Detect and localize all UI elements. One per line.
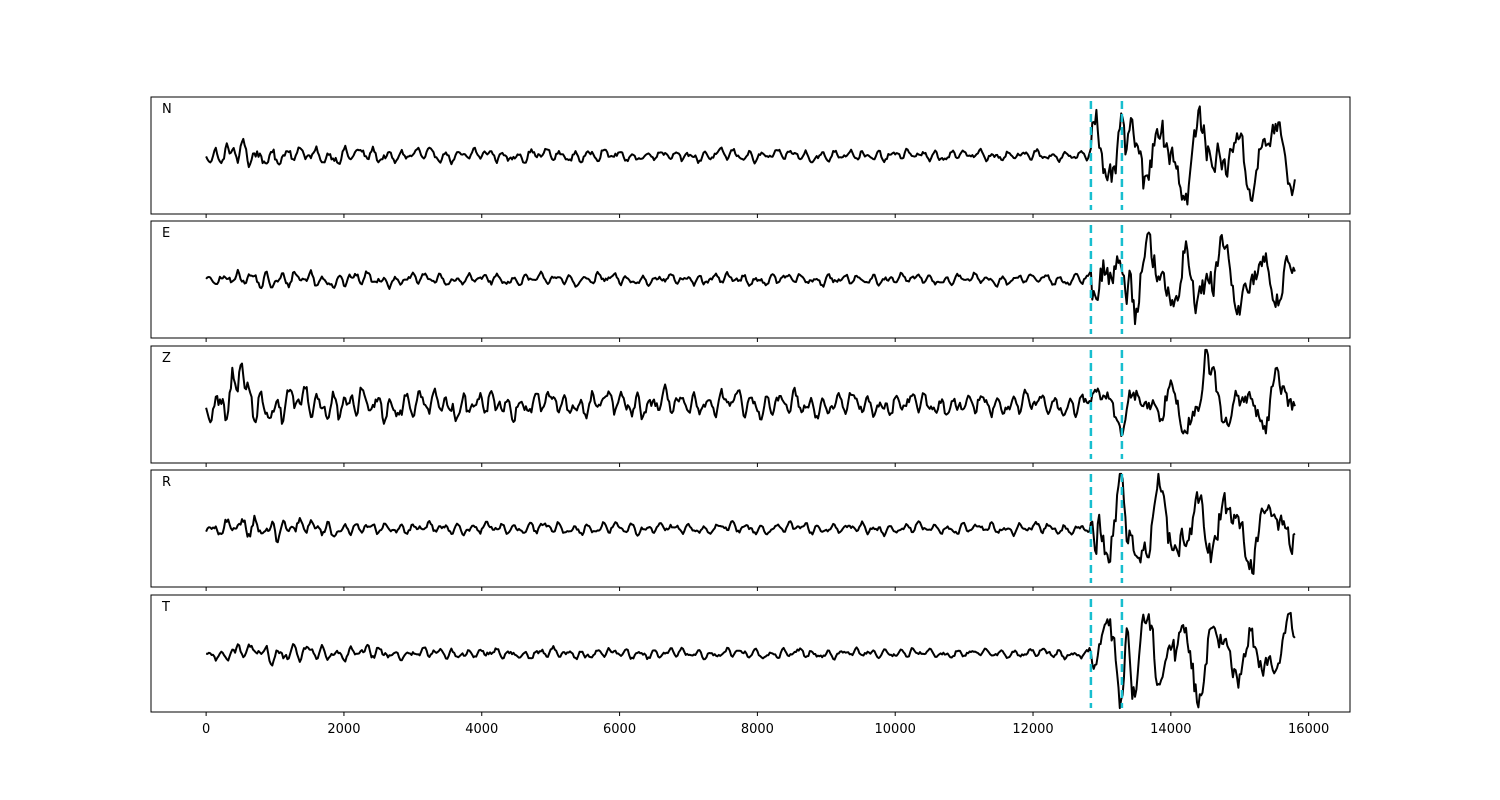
panel-r: R <box>150 469 1351 591</box>
panel-label-e: E <box>162 226 170 241</box>
panel-label-z: Z <box>162 351 171 366</box>
panel-n: N <box>150 96 1351 218</box>
x-tick-label: 8000 <box>741 722 774 737</box>
panel-label-r: R <box>162 475 171 490</box>
x-tick-label: 2000 <box>327 722 360 737</box>
trace-r <box>205 472 1296 575</box>
trace-panels: N E Z R T <box>150 96 1351 716</box>
x-tick-label: 4000 <box>465 722 498 737</box>
panel-frame <box>150 345 1351 464</box>
x-tick-label: 0 <box>202 722 210 737</box>
x-tick-label: 14000 <box>1150 722 1191 737</box>
panel-frame <box>150 469 1351 588</box>
x-tick-label: 10000 <box>875 722 916 737</box>
panel-label-n: N <box>162 102 172 117</box>
panel-e: E <box>150 220 1351 342</box>
panel-frame <box>150 96 1351 215</box>
panel-label-t: T <box>161 600 170 615</box>
panel-frame <box>150 594 1351 713</box>
x-tick-label: 16000 <box>1288 722 1329 737</box>
trace-n <box>205 105 1296 206</box>
panel-frame <box>150 220 1351 339</box>
panel-z: Z <box>150 345 1351 467</box>
trace-z <box>205 348 1296 437</box>
x-tick-label: 12000 <box>1012 722 1053 737</box>
trace-t <box>205 611 1296 710</box>
trace-e <box>205 231 1296 326</box>
x-tick-label: 6000 <box>603 722 636 737</box>
x-axis: 0 2000 4000 6000 8000 10000 12000 14000 16000 <box>202 722 1329 737</box>
panel-t: T <box>150 594 1351 716</box>
